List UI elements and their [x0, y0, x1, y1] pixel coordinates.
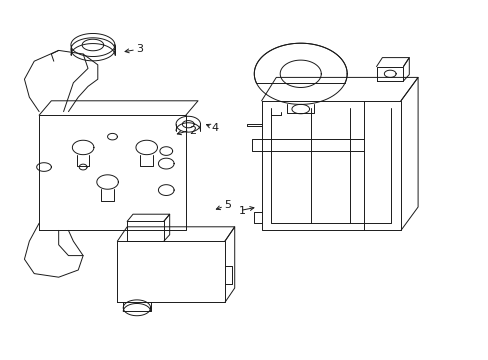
Text: 1: 1: [238, 206, 245, 216]
Text: 3: 3: [136, 44, 142, 54]
Text: 2: 2: [189, 126, 196, 136]
Text: 5: 5: [224, 200, 230, 210]
Text: 4: 4: [211, 123, 218, 133]
